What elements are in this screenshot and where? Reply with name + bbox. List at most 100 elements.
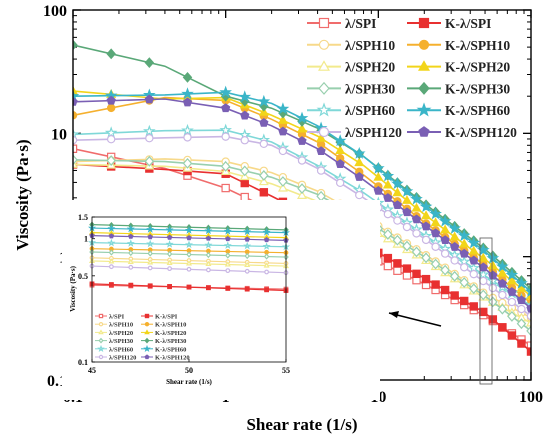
- data-point: [392, 187, 403, 197]
- data-point: [259, 170, 269, 181]
- inset-data-point: [264, 287, 269, 293]
- data-point: [421, 274, 431, 284]
- inset-series-layer: [87, 221, 291, 293]
- legend-item: λ/SPH30: [307, 81, 395, 96]
- inset-data-point: [204, 240, 213, 249]
- legend-item: K-λ/SPH30: [407, 81, 510, 96]
- legend-label: λ/SPI: [345, 16, 376, 31]
- data-point: [221, 132, 230, 141]
- inset-data-point: [244, 252, 250, 260]
- inset-legend-label: K-λ/SPH20: [155, 330, 186, 337]
- data-point: [258, 176, 269, 186]
- data-point: [507, 311, 517, 322]
- data-point: [297, 136, 307, 145]
- data-point: [402, 222, 412, 232]
- data-point: [106, 95, 116, 105]
- inset-data-point: [147, 283, 153, 289]
- data-point: [440, 285, 450, 295]
- data-point: [106, 155, 116, 166]
- data-point: [295, 111, 309, 124]
- inset-x-tick-label: 45: [88, 366, 96, 375]
- inset-data-point: [225, 252, 231, 259]
- data-point: [393, 259, 402, 268]
- inset-series-8: [87, 238, 291, 251]
- inset-legend-item: λ/SPI: [95, 314, 125, 321]
- data-point: [429, 207, 442, 220]
- inset-legend-item: K-λ/SPI: [141, 314, 178, 321]
- inset-data-point: [167, 284, 173, 289]
- data-point: [393, 266, 402, 275]
- data-point: [450, 291, 459, 300]
- inset-y-tick-label: 1: [84, 235, 88, 244]
- inset-data-point: [107, 224, 116, 232]
- data-point: [440, 249, 450, 258]
- legend-marker: [418, 17, 430, 29]
- inset-data-point: [128, 233, 134, 239]
- legend-marker: [418, 81, 430, 95]
- inset-legend-item: K-λ/SPH120: [141, 354, 190, 362]
- data-point: [392, 234, 403, 246]
- inset-legend-marker: [97, 344, 105, 352]
- data-point: [438, 214, 452, 227]
- data-point: [505, 268, 519, 281]
- inset-series-4: [88, 257, 290, 269]
- inset-data-point: [186, 266, 192, 272]
- legend-item: λ/SPH10: [307, 38, 395, 53]
- legend-label: K-λ/SPI: [445, 16, 491, 31]
- inset-data-point: [263, 253, 270, 260]
- data-point: [449, 270, 460, 282]
- inset-data-point: [225, 286, 231, 291]
- data-point: [486, 251, 500, 264]
- data-point: [182, 97, 193, 107]
- data-point: [411, 202, 422, 212]
- data-point: [526, 325, 531, 337]
- inset-data-point: [128, 249, 134, 257]
- inset-data-point: [126, 239, 135, 247]
- data-point: [488, 315, 498, 324]
- inset-data-point: [165, 240, 174, 248]
- data-point: [430, 258, 441, 270]
- inset-data-point: [225, 236, 231, 242]
- inset-data-point: [205, 235, 212, 241]
- inset-legend-item: K-λ/SPH10: [141, 322, 186, 329]
- data-point: [402, 264, 412, 273]
- legend-marker: [316, 102, 332, 117]
- data-point: [297, 190, 307, 199]
- data-point: [507, 297, 517, 307]
- data-point: [479, 307, 488, 317]
- data-point: [219, 123, 232, 136]
- data-point: [277, 115, 288, 124]
- inset-y-tick-label: 1.5: [78, 213, 88, 222]
- inset-axis-ticks: 45 50 55 1.5 1 0.5 0.1: [78, 213, 290, 375]
- inset-data-point: [223, 241, 232, 249]
- data-point: [145, 134, 154, 143]
- data-point: [181, 123, 194, 136]
- inset-data-point: [147, 259, 154, 265]
- data-point: [383, 193, 393, 202]
- data-point: [459, 238, 470, 248]
- data-point: [402, 240, 412, 252]
- data-point: [238, 90, 252, 103]
- data-point: [410, 192, 423, 205]
- series-11: [73, 94, 531, 313]
- data-point: [240, 110, 250, 120]
- data-point: [104, 126, 118, 139]
- inset-data-point: [147, 265, 153, 271]
- data-point: [182, 157, 193, 169]
- inset-data-point: [166, 259, 173, 265]
- inset-legend-label: λ/SPH30: [109, 338, 133, 345]
- data-point: [278, 176, 288, 187]
- data-point: [488, 283, 498, 293]
- inset-y-tick-label: 0.1: [78, 358, 88, 367]
- data-point: [516, 295, 527, 305]
- data-point: [498, 290, 507, 300]
- legend-marker: [318, 17, 330, 29]
- inset-data-point: [166, 234, 173, 240]
- data-point: [373, 185, 383, 195]
- data-point: [335, 178, 345, 188]
- inset-data-point: [262, 242, 271, 250]
- data-point: [526, 347, 531, 356]
- data-point: [240, 192, 249, 202]
